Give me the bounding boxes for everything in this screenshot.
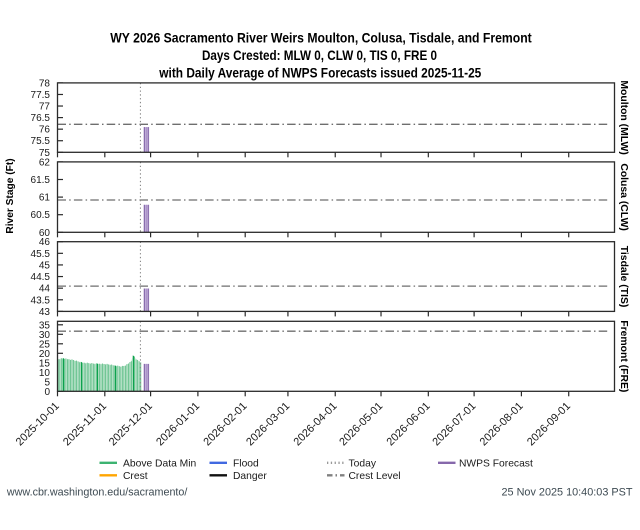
svg-text:44.5: 44.5: [31, 272, 51, 283]
svg-text:60.5: 60.5: [31, 210, 51, 221]
svg-text:45.5: 45.5: [31, 249, 51, 260]
svg-text:10: 10: [39, 368, 51, 379]
svg-text:75.5: 75.5: [31, 136, 51, 147]
svg-text:www.cbr.washington.edu/sacrame: www.cbr.washington.edu/sacramento/: [6, 487, 187, 499]
svg-text:75: 75: [39, 148, 51, 159]
svg-text:Danger: Danger: [233, 471, 267, 482]
svg-text:Today: Today: [349, 458, 377, 469]
svg-text:61: 61: [39, 193, 51, 204]
svg-text:60: 60: [39, 228, 51, 239]
svg-text:Crest: Crest: [123, 471, 148, 482]
svg-text:15: 15: [39, 358, 51, 369]
svg-text:62: 62: [39, 157, 51, 168]
svg-text:River Stage (Ft): River Stage (Ft): [5, 158, 16, 233]
svg-text:Days Crested: MLW 0, CLW 0, TI: Days Crested: MLW 0, CLW 0, TIS 0, FRE 0: [202, 48, 437, 63]
svg-text:Flood: Flood: [233, 458, 259, 469]
svg-text:45: 45: [39, 260, 51, 271]
svg-text:with Daily Average of NWPS For: with Daily Average of NWPS Forecasts iss…: [158, 66, 481, 81]
svg-text:46: 46: [39, 237, 51, 248]
svg-text:30: 30: [39, 330, 51, 341]
svg-text:44: 44: [39, 284, 51, 295]
svg-text:43.5: 43.5: [31, 295, 51, 306]
svg-text:78: 78: [39, 78, 51, 89]
svg-text:61.5: 61.5: [31, 175, 51, 186]
svg-text:Above Data Min: Above Data Min: [123, 458, 197, 469]
svg-text:Colusa (CLW): Colusa (CLW): [618, 163, 629, 231]
svg-text:5: 5: [44, 377, 50, 388]
svg-text:0: 0: [44, 387, 50, 398]
svg-text:Fremont (FRE): Fremont (FRE): [618, 320, 629, 392]
svg-text:77.5: 77.5: [31, 90, 51, 101]
svg-text:35: 35: [39, 320, 51, 331]
svg-text:25: 25: [39, 339, 51, 350]
svg-text:Moulton (MLW): Moulton (MLW): [618, 80, 629, 154]
svg-text:Crest Level: Crest Level: [349, 471, 401, 482]
svg-text:NWPS Forecast: NWPS Forecast: [459, 458, 533, 469]
svg-text:43: 43: [39, 307, 51, 318]
svg-text:WY 2026 Sacramento River Weirs: WY 2026 Sacramento River Weirs Moulton, …: [110, 30, 532, 45]
svg-text:76.5: 76.5: [31, 113, 51, 124]
svg-text:77: 77: [39, 102, 51, 113]
svg-text:76: 76: [39, 125, 51, 136]
svg-text:Tisdale (TIS): Tisdale (TIS): [618, 246, 629, 308]
svg-text:25 Nov 2025 10:40:03 PST: 25 Nov 2025 10:40:03 PST: [502, 487, 633, 499]
svg-text:20: 20: [39, 349, 51, 360]
